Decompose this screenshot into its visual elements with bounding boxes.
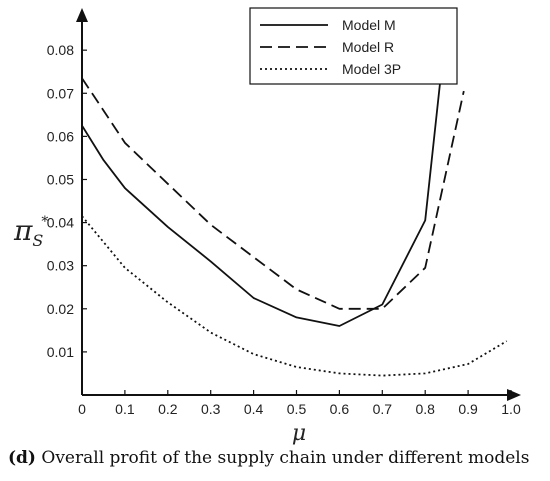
series-line-model-3p	[81, 215, 508, 377]
series-line-model-r	[81, 77, 465, 310]
x-tick-label: 1.0	[501, 401, 521, 417]
series-lines	[81, 41, 508, 377]
y-axis-label-sup: *	[41, 214, 48, 230]
y-axis-label-sub: S	[32, 231, 43, 250]
y-tick-label: 0.01	[47, 344, 74, 360]
y-tick-label: 0.07	[47, 85, 74, 101]
series-line-model-m	[81, 41, 446, 327]
caption-text: Overall profit of the supply chain under…	[35, 448, 530, 468]
y-tick-label: 0.02	[47, 301, 74, 317]
x-tick-label: 0.1	[115, 401, 135, 417]
legend: Model M Model R Model 3P	[249, 7, 458, 85]
x-tick-label: 0.2	[158, 401, 178, 417]
x-axis-label: μ	[292, 421, 306, 446]
legend-label: Model M	[342, 17, 396, 33]
legend-label: Model R	[342, 39, 394, 55]
x-tick-label: 0.3	[201, 401, 221, 417]
y-axis-label-main: π	[13, 214, 33, 247]
x-tick-label: 0.7	[373, 401, 393, 417]
x-tick-label: 0.9	[458, 401, 478, 417]
x-tick-label: 0.4	[244, 401, 264, 417]
y-axis-arrow	[76, 8, 88, 22]
x-tick-label: 0.5	[287, 401, 307, 417]
x-tick-label: 0.8	[415, 401, 435, 417]
caption-label: (d)	[8, 448, 36, 468]
x-axis-arrow	[507, 389, 521, 401]
figure-caption: (d) Overall profit of the supply chain u…	[8, 448, 548, 468]
legend-box	[249, 7, 458, 85]
y-tick-label: 0.08	[47, 42, 74, 58]
x-tick-label: 0.6	[330, 401, 350, 417]
y-tick-label: 0.04	[47, 215, 74, 231]
y-ticks: 0.01 0.02 0.03 0.04 0.05 0.06 0.07 0.08	[47, 42, 87, 360]
y-tick-label: 0.05	[47, 171, 74, 187]
x-tick-label: 0	[78, 401, 86, 417]
x-ticks: 0 0.1 0.2 0.3 0.4 0.5 0.6 0.7 0.8 0.9 1.0	[78, 390, 521, 417]
y-tick-label: 0.06	[47, 128, 74, 144]
y-axis-label: πS*	[13, 214, 48, 250]
y-tick-label: 0.03	[47, 258, 74, 274]
legend-label: Model 3P	[342, 61, 401, 77]
